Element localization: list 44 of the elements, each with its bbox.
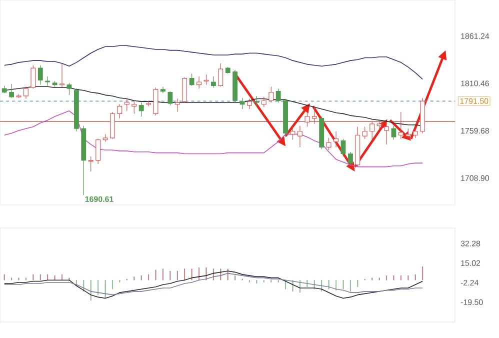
candlestick — [247, 98, 252, 110]
candlestick — [340, 138, 346, 157]
candlestick — [45, 76, 50, 86]
candlestick — [96, 138, 101, 164]
candlestick — [23, 86, 28, 100]
candlestick — [30, 64, 36, 89]
candlestick — [66, 82, 72, 96]
candlestick — [174, 98, 180, 112]
candlestick — [204, 74, 209, 86]
candlestick — [362, 126, 368, 140]
candlestick — [412, 128, 418, 138]
candlestick — [398, 112, 404, 140]
candlestick — [218, 63, 224, 87]
candlestick — [326, 138, 332, 150]
candlestick — [182, 77, 188, 103]
candlestick — [290, 126, 296, 140]
candlestick — [268, 86, 274, 103]
candlestick — [370, 120, 375, 140]
candlestick — [138, 102, 144, 117]
candlestick — [391, 125, 396, 140]
candlestick — [406, 128, 411, 140]
candlestick — [240, 98, 245, 110]
candlestick — [348, 152, 353, 166]
candlestick — [160, 86, 166, 94]
candlestick — [189, 73, 194, 86]
candlestick — [254, 96, 260, 108]
candlestick — [276, 88, 281, 103]
candlestick — [384, 122, 389, 145]
candlestick — [117, 104, 122, 119]
candlestick — [88, 156, 94, 172]
candlestick — [168, 91, 173, 106]
candlestick — [334, 131, 338, 148]
candlestick — [60, 63, 64, 88]
candlestick — [304, 112, 310, 128]
candlestick — [210, 76, 216, 88]
candlestick — [132, 101, 137, 114]
candlestick — [124, 98, 130, 112]
candlestick — [146, 100, 152, 107]
candlestick — [38, 64, 43, 86]
candlestick — [196, 76, 202, 89]
candlestick — [312, 106, 317, 124]
candlestick — [261, 96, 266, 108]
candlestick — [298, 125, 302, 148]
candlestick — [9, 84, 14, 98]
